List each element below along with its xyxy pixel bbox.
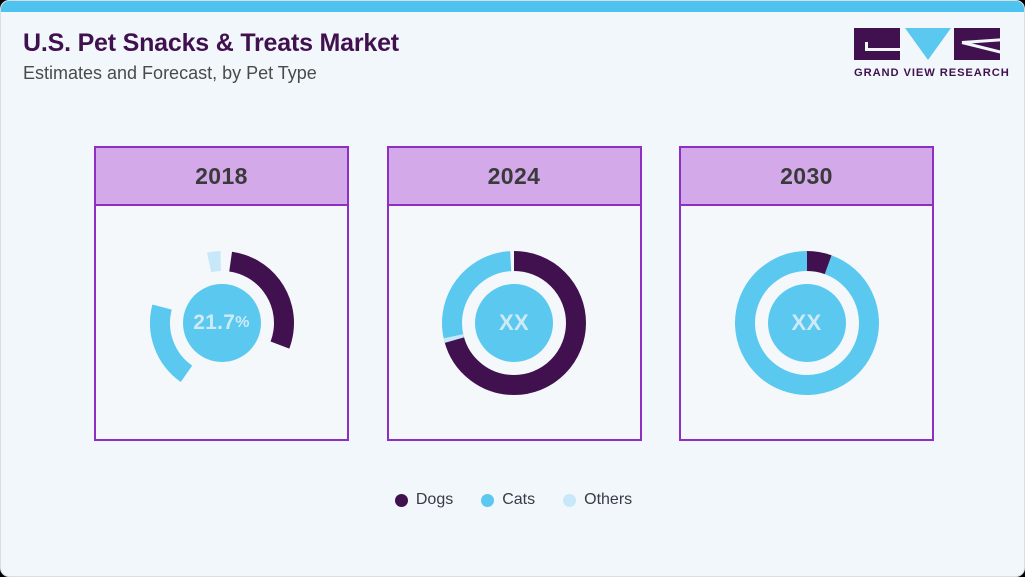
card-header-2024: 2024 bbox=[388, 148, 640, 206]
donut-inner-disc bbox=[182, 283, 261, 362]
logo-text: GRAND VIEW RESEARCH bbox=[854, 67, 1010, 79]
title-block: U.S. Pet Snacks & Treats Market Estimate… bbox=[23, 28, 399, 86]
legend-label-others: Others bbox=[584, 491, 633, 508]
logo-v-triangle-icon bbox=[905, 28, 951, 60]
donut-inner-disc bbox=[475, 283, 553, 362]
donut-chart-2024: XX bbox=[434, 243, 594, 403]
donut-slice-cats bbox=[149, 250, 294, 395]
top-accent-bar bbox=[1, 1, 1024, 12]
card-body-2030: XX bbox=[681, 206, 932, 439]
donut-inner-disc bbox=[767, 283, 846, 362]
logo-r-icon bbox=[954, 28, 1000, 60]
brand-logo: GRAND VIEW RESEARCH bbox=[854, 28, 1010, 84]
card-body-2024: XX bbox=[389, 206, 640, 439]
donut-card-2024: 2024 XX bbox=[386, 146, 642, 441]
logo-marks bbox=[854, 28, 1000, 60]
chart-legend: Dogs Cats Others bbox=[1, 491, 1024, 509]
donut-card-2030: 2030 XX bbox=[679, 146, 934, 441]
legend-item-dogs[interactable]: Dogs bbox=[394, 491, 454, 509]
legend-label-dogs: Dogs bbox=[415, 491, 454, 508]
page-subtitle: Estimates and Forecast, by Pet Type bbox=[23, 63, 317, 83]
card-header-2018: 2018 bbox=[96, 148, 347, 206]
card-year-label: 2018 bbox=[195, 162, 248, 189]
legend-dot-cats bbox=[481, 493, 495, 507]
legend-label-cats: Cats bbox=[502, 491, 536, 508]
card-year-label: 2030 bbox=[780, 162, 833, 189]
donut-card-2018: 2018 21.7% bbox=[94, 146, 349, 441]
legend-dot-others bbox=[563, 493, 577, 507]
donut-svg-2018 bbox=[149, 250, 294, 395]
donut-slice-others bbox=[442, 250, 586, 395]
donut-slice-others bbox=[149, 250, 294, 395]
donut-chart-2030: XX bbox=[727, 243, 887, 403]
card-year-label: 2024 bbox=[487, 162, 541, 189]
legend-dot-dogs bbox=[394, 493, 408, 507]
donut-svg-2024 bbox=[442, 250, 586, 395]
card-body-2018: 21.7% bbox=[96, 206, 347, 439]
donut-slice-dogs bbox=[442, 250, 586, 395]
donut-svg-2030 bbox=[734, 250, 879, 395]
card-header-2030: 2030 bbox=[681, 148, 932, 206]
legend-item-others[interactable]: Others bbox=[563, 491, 632, 509]
donut-slice-cats bbox=[734, 250, 879, 395]
header: U.S. Pet Snacks & Treats Market Estimate… bbox=[1, 12, 1024, 107]
donut-chart-2018: 21.7% bbox=[142, 243, 302, 403]
donut-card-list: 2018 21.7% bbox=[94, 146, 934, 441]
logo-g-icon bbox=[854, 28, 900, 60]
donut-slice-dogs bbox=[149, 250, 294, 395]
donut-slice-dogs bbox=[734, 250, 879, 395]
legend-item-cats[interactable]: Cats bbox=[481, 491, 535, 509]
page-title: U.S. Pet Snacks & Treats Market bbox=[23, 29, 399, 57]
